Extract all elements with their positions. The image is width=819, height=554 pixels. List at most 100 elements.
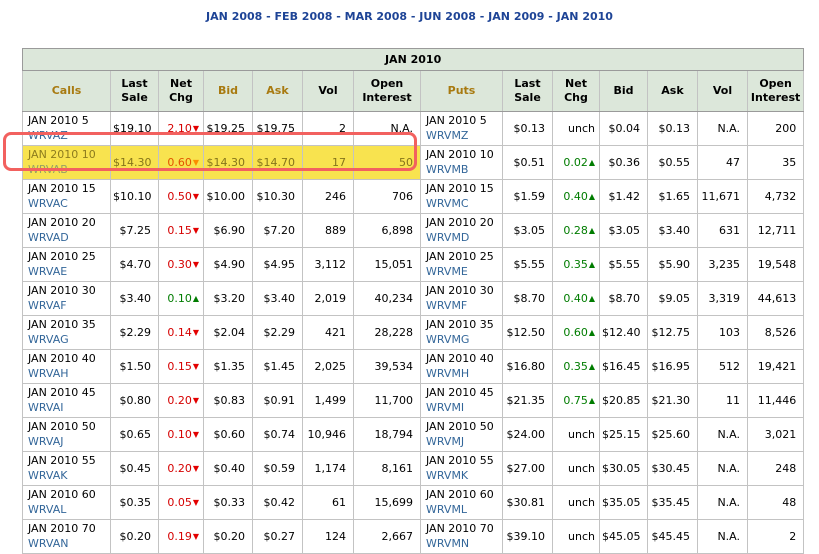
option-ticker-link[interactable]: WRVAJ [28,435,64,448]
header-row: CallsLast SaleNet ChgBidAskVolOpen Inter… [23,71,804,112]
down-arrow-icon: ▼ [193,226,199,235]
net-chg-unchanged: unch [568,462,595,475]
option-ticker-link[interactable]: WRVAC [28,197,68,210]
option-ticker-link[interactable]: WRVMH [426,367,469,380]
calls-option-cell: JAN 2010 5WRVAZ [23,112,111,146]
option-ticker-link[interactable]: WRVAK [28,469,67,482]
calls-ask-cell: $4.95 [253,248,303,282]
col-header-open-interest-puts: Open Interest [748,71,804,112]
calls-last-sale-cell: $2.29 [111,316,159,350]
puts-ask-cell: $5.90 [648,248,698,282]
nav-separator: - [544,10,556,23]
calls-open-interest-cell: 18,794 [354,418,421,452]
option-ticker-link[interactable]: WRVAD [28,231,69,244]
option-ticker-link[interactable]: WRVAE [28,265,67,278]
expiry-nav: JAN 2008 - FEB 2008 - MAR 2008 - JUN 200… [0,10,819,23]
puts-last-sale-cell: $27.00 [503,452,553,486]
net-chg-value: 0.40 [563,190,588,203]
option-name: JAN 2010 10 [28,148,107,163]
option-ticker-link[interactable]: WRVMD [426,231,469,244]
option-ticker-link[interactable]: WRVMJ [426,435,464,448]
puts-option-cell: JAN 2010 40WRVMH [421,350,503,384]
chain-row: JAN 2010 40WRVAH$1.500.15▼$1.35$1.452,02… [23,350,804,384]
option-ticker-link[interactable]: WRVME [426,265,468,278]
option-ticker-link[interactable]: WRVAL [28,503,66,516]
option-ticker-link[interactable]: WRVAI [28,401,64,414]
puts-net-chg-cell: 0.75▲ [553,384,600,418]
calls-vol-cell: 61 [303,486,354,520]
calls-last-sale-cell: $0.45 [111,452,159,486]
calls-ask-cell: $14.70 [253,146,303,180]
option-name: JAN 2010 55 [28,454,107,469]
option-ticker-link[interactable]: WRVMI [426,401,464,414]
calls-vol-cell: 10,946 [303,418,354,452]
calls-net-chg-cell: 0.15▼ [159,350,204,384]
calls-ask-cell: $0.59 [253,452,303,486]
option-ticker-link[interactable]: WRVAH [28,367,69,380]
option-ticker-link[interactable]: WRVAN [28,537,69,550]
calls-open-interest-cell: 50 [354,146,421,180]
puts-vol-cell: 631 [698,214,748,248]
calls-net-chg-cell: 0.05▼ [159,486,204,520]
puts-open-interest-cell: 3,021 [748,418,804,452]
net-chg-unchanged: unch [568,122,595,135]
col-header-vol-puts: Vol [698,71,748,112]
net-chg-unchanged: unch [568,428,595,441]
nav-link-jun-2008[interactable]: JUN 2008 [419,10,476,23]
puts-net-chg-cell: 0.60▲ [553,316,600,350]
puts-net-chg-cell: unch [553,418,600,452]
net-chg-value: 0.60 [167,156,192,169]
option-ticker-link[interactable]: WRVMZ [426,129,468,142]
calls-bid-cell: $19.25 [204,112,253,146]
option-name: JAN 2010 15 [28,182,107,197]
option-ticker-link[interactable]: WRVAG [28,333,69,346]
option-ticker-link[interactable]: WRVAB [28,163,68,176]
net-chg-value: 0.40 [563,292,588,305]
puts-net-chg-cell: 0.40▲ [553,282,600,316]
puts-net-chg-cell: 0.35▲ [553,248,600,282]
option-name: JAN 2010 55 [426,454,499,469]
option-ticker-link[interactable]: WRVMB [426,163,468,176]
col-header-last-sale-puts: Last Sale [503,71,553,112]
net-chg-value: 0.35 [563,258,588,271]
option-ticker-link[interactable]: WRVMF [426,299,467,312]
nav-link-feb-2008[interactable]: FEB 2008 [275,10,333,23]
puts-net-chg-cell: unch [553,452,600,486]
option-ticker-link[interactable]: WRVMC [426,197,469,210]
options-chain-table: JAN 2010 CallsLast SaleNet ChgBidAskVolO… [22,48,804,554]
net-chg-value: 0.30 [167,258,192,271]
up-arrow-icon: ▲ [589,260,595,269]
option-ticker-link[interactable]: WRVMN [426,537,469,550]
option-ticker-link[interactable]: WRVMG [426,333,469,346]
net-chg-value: 0.35 [563,360,588,373]
calls-option-cell: JAN 2010 70WRVAN [23,520,111,554]
puts-vol-cell: N.A. [698,112,748,146]
nav-link-mar-2008[interactable]: MAR 2008 [345,10,407,23]
net-chg-value: 2.10 [167,122,192,135]
calls-last-sale-cell: $10.10 [111,180,159,214]
calls-net-chg-cell: 0.10▲ [159,282,204,316]
puts-vol-cell: N.A. [698,452,748,486]
down-arrow-icon: ▼ [193,124,199,133]
nav-link-jan-2010[interactable]: JAN 2010 [557,10,613,23]
puts-open-interest-cell: 35 [748,146,804,180]
option-name: JAN 2010 5 [28,114,107,129]
nav-link-jan-2009[interactable]: JAN 2009 [488,10,544,23]
option-ticker-link[interactable]: WRVAF [28,299,67,312]
option-ticker-link[interactable]: WRVMK [426,469,468,482]
option-name: JAN 2010 30 [28,284,107,299]
up-arrow-icon: ▲ [589,362,595,371]
option-ticker-link[interactable]: WRVML [426,503,467,516]
nav-link-jan-2008[interactable]: JAN 2008 [206,10,262,23]
up-arrow-icon: ▲ [193,294,199,303]
chain-row: JAN 2010 10WRVAB$14.300.60▼$14.30$14.701… [23,146,804,180]
calls-last-sale-cell: $7.25 [111,214,159,248]
option-ticker-link[interactable]: WRVAZ [28,129,68,142]
col-header-open-interest: Open Interest [354,71,421,112]
calls-vol-cell: 889 [303,214,354,248]
puts-option-cell: JAN 2010 5WRVMZ [421,112,503,146]
calls-option-cell: JAN 2010 15WRVAC [23,180,111,214]
calls-bid-cell: $10.00 [204,180,253,214]
table-title: JAN 2010 [23,49,804,71]
option-name: JAN 2010 5 [426,114,499,129]
